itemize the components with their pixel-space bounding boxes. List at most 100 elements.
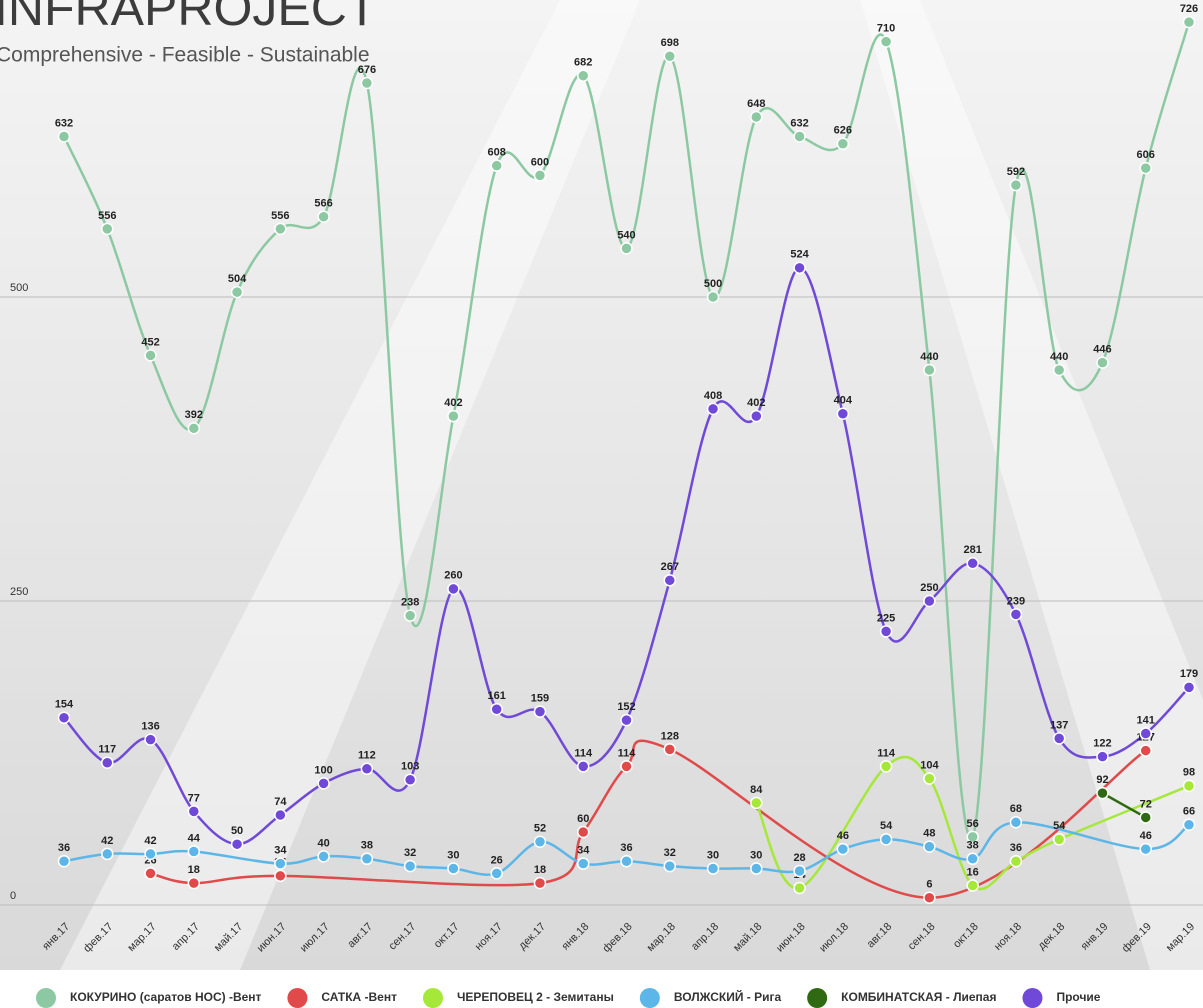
data-point (59, 856, 70, 867)
data-point (188, 878, 199, 889)
data-label: 84 (750, 784, 763, 796)
data-label: 54 (880, 820, 893, 832)
data-label: 556 (98, 210, 116, 222)
data-label: 392 (185, 409, 203, 421)
data-label: 632 (55, 117, 73, 129)
data-label: 98 (1183, 767, 1195, 779)
y-tick-label: 250 (10, 586, 28, 598)
data-label: 440 (1050, 351, 1068, 363)
data-label: 136 (141, 721, 159, 733)
data-label: 103 (401, 761, 419, 773)
data-label: 267 (661, 561, 679, 573)
data-label: 36 (58, 842, 70, 854)
data-label: 112 (358, 750, 376, 762)
data-point (448, 863, 459, 874)
data-label: 72 (1140, 798, 1152, 810)
data-label: 117 (98, 744, 116, 756)
data-point (837, 138, 848, 149)
data-label: 46 (1140, 830, 1152, 842)
data-label: 38 (967, 840, 979, 852)
data-point (145, 848, 156, 859)
legend-marker (287, 988, 307, 1008)
data-point (1184, 780, 1195, 791)
data-label: 225 (877, 612, 895, 624)
data-label: 30 (447, 849, 459, 861)
data-label: 152 (617, 701, 635, 713)
data-point (794, 865, 805, 876)
data-point (751, 112, 762, 123)
data-point (145, 350, 156, 361)
data-point (318, 211, 329, 222)
data-label: 440 (920, 351, 938, 363)
logo-title: INFRAPROJECT (0, 0, 377, 36)
data-point (275, 810, 286, 821)
data-label: 626 (834, 125, 852, 137)
data-point (318, 851, 329, 862)
data-label: 26 (491, 854, 503, 866)
data-point (967, 558, 978, 569)
data-label: 238 (401, 596, 419, 608)
data-point (188, 806, 199, 817)
data-point (881, 36, 892, 47)
data-point (967, 853, 978, 864)
data-point (232, 839, 243, 850)
data-label: 137 (1050, 719, 1068, 731)
data-label: 452 (141, 336, 159, 348)
legend-label: КОКУРИНО (саратов НОС) -Вент (70, 990, 262, 1004)
data-point (145, 734, 156, 745)
data-point (924, 596, 935, 607)
data-point (1184, 819, 1195, 830)
data-label: 46 (837, 830, 849, 842)
data-point (491, 868, 502, 879)
data-label: 30 (750, 849, 762, 861)
data-label: 524 (790, 249, 809, 261)
data-label: 36 (1010, 842, 1022, 854)
data-point (102, 757, 113, 768)
data-label: 179 (1180, 668, 1198, 680)
data-point (534, 878, 545, 889)
data-label: 408 (704, 390, 722, 402)
data-point (448, 583, 459, 594)
data-label: 114 (877, 747, 896, 759)
data-label: 726 (1180, 3, 1198, 15)
data-label: 34 (577, 845, 590, 857)
data-label: 128 (661, 730, 679, 742)
data-point (1140, 728, 1151, 739)
data-label: 141 (1137, 714, 1155, 726)
data-point (1010, 856, 1021, 867)
data-point (405, 861, 416, 872)
legend-label: Прочие (1056, 990, 1100, 1004)
data-point (59, 131, 70, 142)
data-point (794, 262, 805, 273)
data-label: 239 (1007, 595, 1025, 607)
data-point (664, 51, 675, 62)
data-point (621, 715, 632, 726)
data-point (664, 861, 675, 872)
data-label: 104 (920, 759, 939, 771)
data-point (405, 610, 416, 621)
data-label: 402 (444, 397, 462, 409)
y-tick-label: 500 (10, 282, 28, 294)
data-label: 648 (747, 98, 765, 110)
data-point (361, 763, 372, 774)
data-point (361, 77, 372, 88)
data-point (1140, 844, 1151, 855)
data-point (59, 712, 70, 723)
data-label: 114 (574, 747, 593, 759)
data-label: 710 (877, 23, 895, 35)
data-point (1140, 745, 1151, 756)
legend-marker (423, 988, 443, 1008)
data-point (578, 827, 589, 838)
data-label: 608 (488, 147, 506, 159)
data-label: 100 (314, 764, 332, 776)
data-point (188, 846, 199, 857)
data-point (924, 841, 935, 852)
data-point (664, 575, 675, 586)
data-point (1097, 357, 1108, 368)
data-label: 159 (531, 693, 549, 705)
data-point (1010, 609, 1021, 620)
data-point (881, 626, 892, 637)
data-label: 606 (1137, 149, 1155, 161)
data-point (145, 868, 156, 879)
data-label: 682 (574, 57, 592, 69)
